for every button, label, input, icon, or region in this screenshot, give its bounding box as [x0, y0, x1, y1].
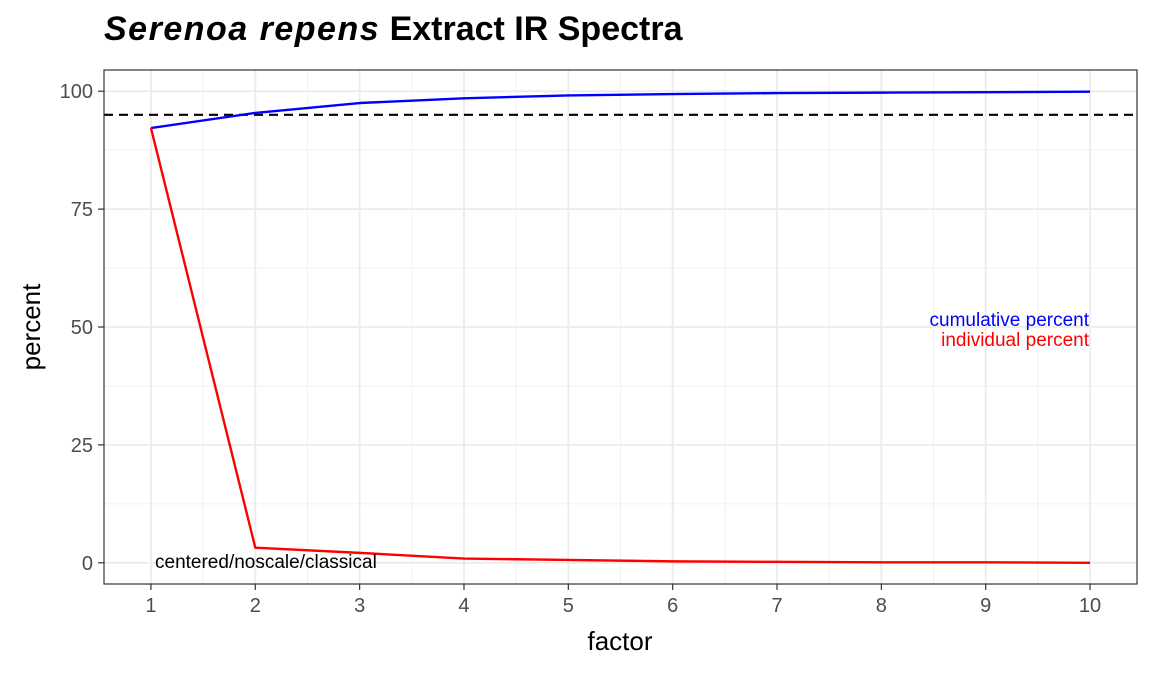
annotation-cumulative-percent: cumulative percent [930, 310, 1090, 331]
x-axis: 1 2 3 4 5 6 7 8 9 10 [145, 584, 1101, 617]
y-tick-label: 50 [71, 317, 93, 339]
x-axis-title: factor [587, 626, 652, 656]
chart-title-rest: Extract IR Spectra [380, 10, 683, 48]
x-tick-label: 2 [250, 595, 261, 617]
x-tick-label: 4 [458, 595, 469, 617]
y-tick-label: 25 [71, 435, 93, 457]
x-tick-label: 9 [980, 595, 991, 617]
y-tick-label: 100 [60, 81, 93, 103]
annotation-individual-percent: individual percent [941, 330, 1090, 351]
x-tick-label: 3 [354, 595, 365, 617]
x-tick-label: 5 [563, 595, 574, 617]
x-tick-label: 1 [145, 595, 156, 617]
y-tick-label: 75 [71, 199, 93, 221]
y-tick-label: 0 [82, 553, 93, 575]
x-tick-label: 7 [771, 595, 782, 617]
x-tick-label: 10 [1079, 595, 1101, 617]
annotation-method: centered/noscale/classical [155, 552, 377, 573]
x-tick-label: 6 [667, 595, 678, 617]
x-tick-label: 8 [876, 595, 887, 617]
series-line-individual [149, 127, 1091, 564]
series-line-cumulative [150, 90, 1091, 130]
chart-title: Serenoa repens Extract IR Spectra [104, 10, 684, 48]
y-axis-title: percent [16, 283, 46, 370]
grid-major [104, 70, 1137, 584]
series-group [149, 90, 1091, 564]
y-axis: 0 25 50 75 100 [60, 81, 104, 575]
chart-title-italic: Serenoa repens [104, 10, 380, 48]
